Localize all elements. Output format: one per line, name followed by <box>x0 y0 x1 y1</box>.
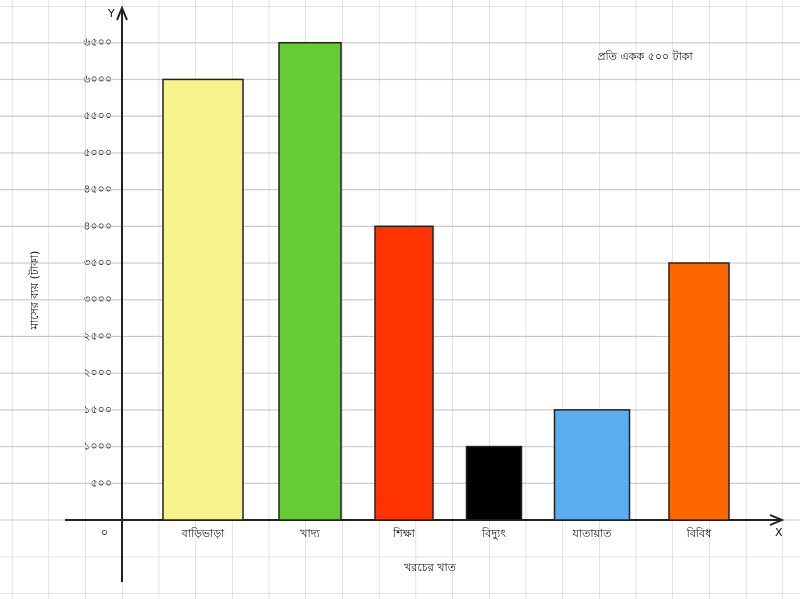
bar <box>553 409 631 521</box>
x-tick-label: শিক্ষা <box>392 527 416 540</box>
bar <box>162 78 244 521</box>
note: প্রতি একক ৫০০ টাকা <box>597 50 693 63</box>
y-axis-arrow <box>116 5 128 21</box>
x-axis-name: X <box>775 526 783 539</box>
x-tick-label: বিদ্যুৎ <box>481 527 506 540</box>
y-axis-name: Y <box>107 7 115 20</box>
y-axis-label: মাসের ব্যয় (টাকা) <box>28 251 41 330</box>
bar <box>668 262 730 521</box>
x-axis-arrow <box>769 514 785 526</box>
x-tick-label: বাড়িভাড়া <box>181 527 226 540</box>
x-tick-label: বিবিধ <box>686 527 713 540</box>
bar <box>278 41 342 521</box>
x-tick-label: যাতায়াত <box>572 527 613 540</box>
bar <box>374 225 434 521</box>
bar <box>465 445 523 521</box>
x-tick-label: খাদ্য <box>300 527 320 540</box>
y-tick-label: ০ <box>101 526 108 539</box>
x-axis-label: খরচের খাত <box>404 561 457 574</box>
